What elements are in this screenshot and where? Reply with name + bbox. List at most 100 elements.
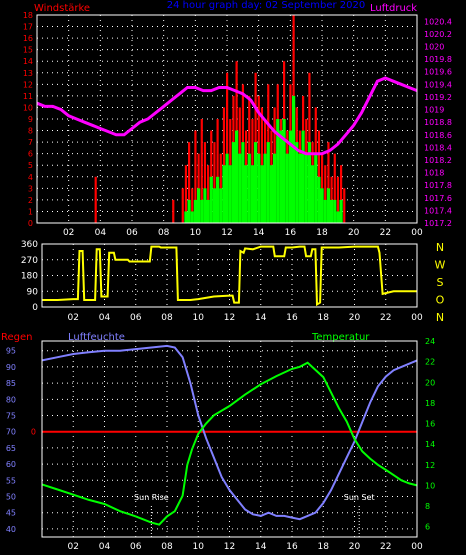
wind-average-bars bbox=[184, 95, 343, 223]
x-tick-label: 14 bbox=[253, 228, 265, 236]
direction-tick-label: 270 bbox=[21, 256, 38, 266]
x-tick-label: 18 bbox=[318, 542, 330, 552]
x-tick-label: 10 bbox=[193, 313, 205, 323]
wind-average-bar bbox=[231, 142, 236, 223]
wind-gust-bar bbox=[188, 142, 191, 223]
humidity-tick-label: 50 bbox=[6, 493, 16, 502]
x-tick-label: 16 bbox=[285, 228, 297, 236]
pressure-tick-label: 1019.4 bbox=[424, 80, 452, 89]
wind-gust-bar bbox=[343, 188, 346, 223]
temperature-tick-label: 10 bbox=[425, 481, 435, 490]
wind-average-bar bbox=[197, 188, 201, 223]
temperature-tick-label: 22 bbox=[425, 358, 435, 367]
humidity-tick-label: 60 bbox=[6, 460, 16, 469]
wind-average-bar bbox=[269, 165, 274, 223]
x-tick-label: 08 bbox=[158, 228, 170, 236]
wind-gust-bar bbox=[181, 188, 184, 223]
wind-average-bar bbox=[339, 199, 343, 223]
compass-label: S bbox=[437, 276, 444, 289]
wind-average-bar bbox=[238, 153, 242, 223]
sunset-label: Sun Set bbox=[344, 493, 375, 502]
pressure-line bbox=[36, 76, 418, 156]
wind-gust-bar bbox=[340, 165, 343, 223]
wind-average-bar bbox=[276, 119, 280, 223]
wind-tick-label: 17 bbox=[23, 23, 33, 32]
x-tick-label: 04 bbox=[99, 313, 111, 323]
wind-average-bar bbox=[263, 153, 267, 223]
pressure-tick-label: 1018.6 bbox=[424, 131, 452, 140]
x-tick-label: 20 bbox=[349, 313, 361, 323]
pressure-axis-title: Luftdruck bbox=[370, 3, 417, 14]
rain-tick-label: 0 bbox=[31, 428, 36, 437]
wind-average-bar bbox=[247, 153, 251, 223]
x-tick-label: 04 bbox=[95, 228, 107, 236]
humidity-tick-label: 45 bbox=[6, 509, 16, 518]
wind-tick-label: 2 bbox=[28, 196, 33, 205]
wind-tick-label: 14 bbox=[23, 57, 33, 66]
wind-average-bar bbox=[326, 188, 331, 223]
grid bbox=[42, 341, 417, 537]
wind-average-bar bbox=[288, 130, 293, 223]
wind-average-bar bbox=[222, 165, 226, 223]
pressure-tick-label: 1019.2 bbox=[424, 93, 452, 102]
wind-gust-bar bbox=[324, 165, 327, 223]
x-tick-label: 00 bbox=[411, 542, 423, 552]
wind-average-bar bbox=[301, 130, 305, 223]
wind-gust-bar bbox=[172, 199, 175, 223]
wind-average-bar bbox=[266, 142, 270, 223]
wind-average-bar bbox=[250, 165, 255, 223]
temperature-tick-label: 24 bbox=[425, 337, 435, 346]
wind-average-bar bbox=[235, 130, 239, 223]
wind-gust-bar bbox=[226, 72, 229, 224]
chart-title: 24 hour graph day: 02 September 2020 bbox=[167, 0, 365, 11]
wind-tick-label: 16 bbox=[23, 34, 33, 43]
pressure-tick-label: 1019.8 bbox=[424, 55, 452, 64]
pressure-tick-label: 1017.4 bbox=[424, 206, 452, 215]
wind-average-bar bbox=[311, 165, 315, 223]
humidity-axis-ticks: 40 45 50 55 60 65 70 75 80 85 90 95 0 bbox=[6, 347, 36, 534]
rain-axis-title: Regen bbox=[1, 332, 33, 343]
wind-gust-bar bbox=[200, 119, 203, 223]
temperature-tick-label: 6 bbox=[425, 523, 430, 532]
wind-axis-title: Windstärke bbox=[34, 3, 90, 14]
wind-average-bar bbox=[279, 130, 283, 223]
wind-average-bar bbox=[333, 199, 337, 223]
humidity-tick-label: 40 bbox=[6, 525, 16, 534]
x-tick-label: 08 bbox=[161, 313, 173, 323]
x-tick-label: 14 bbox=[255, 542, 267, 552]
wind-average-bar bbox=[307, 142, 312, 223]
wind-average-bar bbox=[323, 199, 327, 223]
wind-average-bar bbox=[314, 153, 318, 223]
pressure-tick-label: 1018 bbox=[424, 169, 444, 178]
compass-label: O bbox=[436, 294, 445, 307]
pressure-tick-label: 1017.8 bbox=[424, 181, 452, 190]
wind-average-bar bbox=[241, 142, 245, 223]
wind-average-bar bbox=[193, 199, 198, 223]
pressure-axis-ticks: 1017.2 1017.4 1017.6 1017.8 1018 1018.2 1018.4… bbox=[424, 17, 452, 228]
wind-tick-label: 15 bbox=[23, 46, 33, 55]
x-tick-label: 06 bbox=[130, 542, 142, 552]
wind-average-bar bbox=[260, 165, 264, 223]
wind-gust-bar bbox=[184, 165, 188, 223]
time-axis-ticks: 02 04 06 08 10 12 14 16 18 20 22 00 bbox=[63, 228, 423, 236]
wind-tick-label: 11 bbox=[23, 92, 33, 101]
wind-gust-bar bbox=[216, 119, 219, 223]
wind-gust-bar bbox=[203, 142, 207, 223]
humidity-tick-label: 65 bbox=[6, 444, 16, 453]
wind-tick-label: 4 bbox=[28, 173, 33, 182]
wind-tick-label: 3 bbox=[28, 184, 33, 193]
wind-average-bar bbox=[292, 95, 296, 223]
wind-average-bar bbox=[254, 142, 258, 223]
wind-average-bar bbox=[200, 199, 204, 223]
x-tick-label: 10 bbox=[193, 542, 205, 552]
wind-pressure-chart: Windstärke 24 hour graph day: 02 Septemb… bbox=[23, 0, 452, 236]
wind-average-bar bbox=[216, 176, 220, 223]
wind-tick-label: 8 bbox=[28, 127, 33, 136]
wind-gust-bar bbox=[191, 188, 194, 223]
wind-direction-line bbox=[42, 245, 417, 307]
humidity-tick-label: 80 bbox=[6, 395, 16, 404]
pressure-tick-label: 1018.8 bbox=[424, 118, 452, 127]
humidity-tick-label: 90 bbox=[6, 363, 16, 372]
wind-average-bar bbox=[225, 153, 229, 223]
x-tick-label: 06 bbox=[130, 313, 142, 323]
